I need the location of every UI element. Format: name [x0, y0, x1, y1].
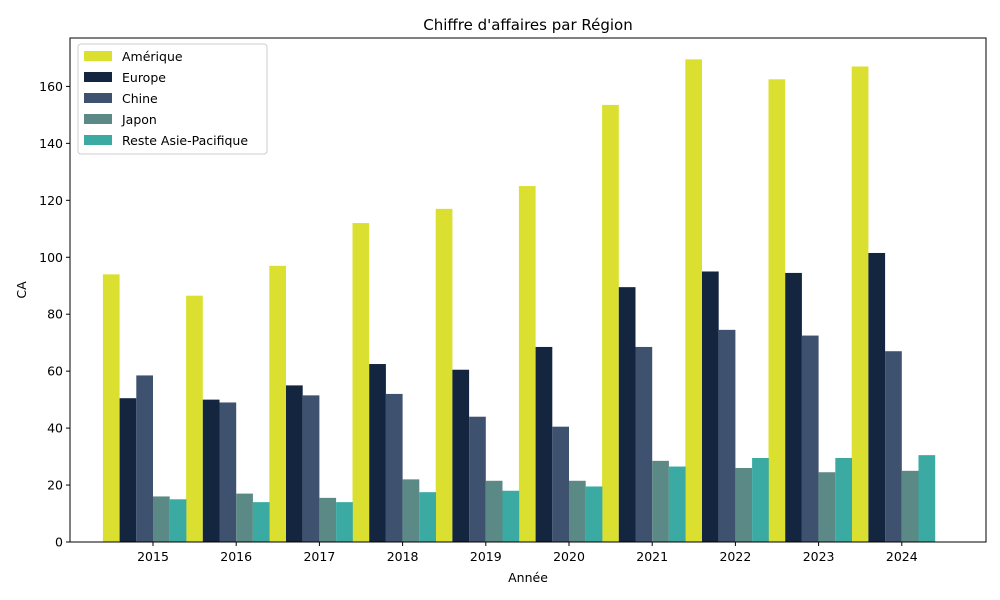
bar-am-rique-2018: [352, 223, 370, 542]
legend-label: Japon: [121, 112, 157, 127]
chart-title: Chiffre d'affaires par Région: [423, 16, 633, 34]
x-tick-label: 2021: [636, 549, 668, 564]
bar-chine-2015: [136, 375, 153, 542]
bar-europe-2019: [452, 369, 470, 542]
x-tick-label: 2019: [470, 549, 502, 564]
x-tick-label: 2022: [719, 549, 751, 564]
bars-layer: [102, 59, 936, 543]
x-tick-label: 2023: [803, 549, 835, 564]
legend-swatch: [84, 51, 112, 61]
bar-europe-2018: [369, 364, 386, 542]
y-tick-label: 140: [39, 136, 63, 151]
bar-reste-asie-pacifique-2018: [419, 492, 436, 542]
x-tick-label: 2024: [886, 549, 918, 564]
bar-chine-2021: [635, 346, 653, 542]
y-tick-label: 60: [47, 364, 63, 379]
bar-am-rique-2022: [685, 59, 702, 543]
bar-europe-2024: [868, 252, 886, 543]
bar-chine-2022: [718, 329, 736, 542]
legend-swatch: [84, 72, 112, 82]
bar-japon-2019: [485, 480, 503, 542]
x-tick-label: 2015: [137, 549, 169, 564]
bar-europe-2015: [119, 398, 137, 542]
bar-am-rique-2016: [186, 295, 203, 542]
bar-am-rique-2021: [602, 104, 619, 543]
legend-swatch: [84, 114, 112, 124]
bar-reste-asie-pacifique-2024: [918, 455, 936, 542]
bar-reste-asie-pacifique-2021: [668, 466, 686, 542]
y-tick-label: 120: [39, 193, 63, 208]
legend-label: Reste Asie-Pacifique: [122, 133, 248, 148]
legend-swatch: [84, 93, 112, 103]
bar-am-rique-2024: [851, 66, 869, 542]
bar-reste-asie-pacifique-2023: [835, 458, 852, 542]
y-tick-label: 20: [47, 478, 63, 493]
bar-japon-2024: [901, 470, 919, 542]
bar-europe-2022: [702, 271, 719, 542]
bar-chine-2018: [385, 393, 403, 542]
legend-label: Europe: [122, 70, 166, 85]
bar-am-rique-2017: [269, 265, 286, 542]
bar-japon-2020: [569, 480, 586, 542]
x-tick-label: 2018: [387, 549, 419, 564]
bar-reste-asie-pacifique-2022: [752, 458, 769, 542]
x-axis-label: Année: [508, 570, 548, 585]
y-axis-ticks: 0 20 40 60 80 100 120 140 160: [39, 79, 70, 550]
y-tick-label: 0: [55, 535, 63, 550]
y-tick-label: 160: [39, 79, 63, 94]
bar-am-rique-2019: [435, 208, 453, 542]
legend-label: Chine: [122, 91, 158, 106]
legend: Amérique Europe Chine Japon Reste Asie-Pacif…: [77, 43, 268, 155]
plot-area-frame: [69, 37, 987, 543]
bar-europe-2023: [785, 272, 802, 542]
bar-am-rique-2023: [768, 79, 786, 542]
bar-reste-asie-pacifique-2017: [336, 502, 353, 542]
legend-label: Amérique: [122, 49, 183, 64]
bar-chine-2023: [801, 335, 819, 542]
bar-am-rique-2020: [518, 186, 536, 542]
bar-europe-2021: [618, 287, 636, 542]
bar-europe-2017: [286, 385, 303, 542]
legend-swatch: [84, 135, 112, 145]
y-axis-label: CA: [14, 281, 29, 299]
bar-japon-2017: [319, 497, 337, 542]
bar-japon-2015: [153, 496, 170, 542]
bar-reste-asie-pacifique-2019: [502, 490, 520, 542]
bar-chine-2019: [469, 416, 486, 542]
bar-japon-2022: [735, 467, 753, 542]
x-tick-label: 2016: [220, 549, 252, 564]
x-tick-label: 2020: [553, 549, 585, 564]
bar-am-rique-2015: [102, 274, 120, 542]
bar-japon-2018: [402, 479, 420, 542]
bar-chine-2024: [885, 351, 902, 542]
bar-reste-asie-pacifique-2015: [169, 499, 187, 542]
x-axis-ticks: 2015 2016 2017 2018 2019 2020 2021 2022 2023 2024: [137, 542, 918, 564]
bar-japon-2021: [652, 460, 669, 542]
bar-reste-asie-pacifique-2016: [252, 502, 270, 542]
bar-europe-2016: [202, 399, 220, 542]
bar-chine-2020: [552, 426, 569, 542]
legend-frame: [77, 43, 268, 155]
bar-japon-2016: [236, 493, 253, 542]
bar-chine-2017: [302, 395, 320, 542]
y-tick-label: 40: [47, 421, 63, 436]
y-tick-label: 80: [47, 307, 63, 322]
bar-chine-2016: [219, 402, 237, 542]
bar-europe-2020: [535, 346, 553, 542]
bar-japon-2023: [818, 472, 836, 542]
x-tick-label: 2017: [303, 549, 335, 564]
y-tick-label: 100: [39, 250, 63, 265]
bar-reste-asie-pacifique-2020: [585, 486, 603, 542]
